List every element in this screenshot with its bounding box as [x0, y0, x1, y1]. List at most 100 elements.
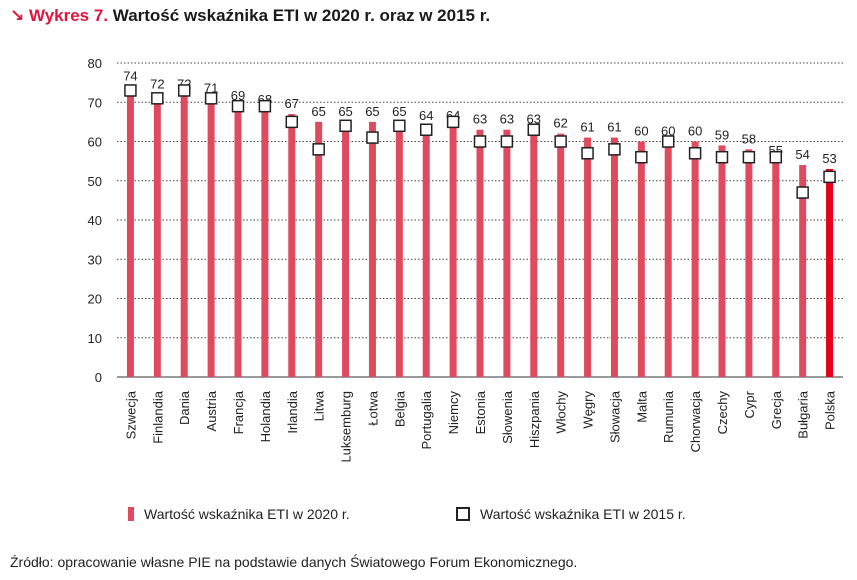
source-note: Źródło: opracowanie własne PIE na podsta… — [10, 554, 578, 570]
chart-title: Wartość wskaźnika ETI w 2020 r. oraz w 2… — [112, 6, 491, 25]
x-tick-label: Austria — [204, 390, 219, 431]
y-tick-label: 80 — [88, 56, 102, 71]
data-label: 71 — [204, 80, 218, 95]
marker-2015 — [823, 170, 836, 184]
data-label: 74 — [123, 69, 137, 84]
marker-2015 — [339, 119, 352, 133]
y-tick-label: 0 — [95, 370, 102, 385]
x-tick-label: Chorwacja — [688, 390, 703, 452]
x-tick-label: Bułgaria — [796, 390, 811, 438]
marker-2015 — [366, 131, 379, 144]
marker-2015 — [527, 123, 541, 136]
x-tick-label: Słowacja — [607, 390, 622, 443]
bar-2020 — [476, 129, 484, 377]
marker-2015 — [177, 84, 191, 97]
bar-chart: 0102030405060708074Szwecja72Finlandia72D… — [88, 56, 843, 463]
y-tick-label: 10 — [88, 331, 102, 346]
marker-2015 — [285, 115, 299, 129]
marker-2015 — [419, 123, 433, 136]
x-tick-label: Francja — [231, 390, 246, 434]
x-tick-label: Hiszpania — [527, 390, 542, 448]
bar-2020 — [153, 94, 161, 378]
bar-2020 — [557, 133, 565, 377]
data-label: 60 — [634, 124, 648, 139]
marker-2015 — [204, 92, 218, 105]
marker-2015 — [446, 115, 460, 129]
marker-2015 — [312, 143, 325, 156]
data-label: 59 — [715, 127, 729, 142]
x-tick-label: Szwecja — [123, 390, 138, 439]
legend-bar-swatch — [128, 507, 134, 521]
legend-label-2015: Wartość wskaźnika ETI w 2015 r. — [480, 506, 686, 522]
data-label: 63 — [500, 112, 514, 127]
marker-2015 — [608, 143, 621, 156]
y-tick-label: 70 — [88, 95, 102, 110]
bar-2020 — [503, 129, 511, 377]
figure-label: ↘ Wykres 7. — [10, 6, 109, 25]
x-tick-label: Finlandia — [150, 390, 165, 444]
marker-2015 — [715, 150, 729, 164]
bar-2020 — [664, 141, 672, 377]
marker-2015 — [581, 147, 594, 160]
bar-2020 — [126, 86, 134, 378]
x-tick-label: Słowenia — [500, 390, 515, 444]
bar-2020 — [718, 145, 726, 377]
x-tick-label: Litwa — [312, 390, 327, 421]
marker-2015 — [661, 135, 675, 148]
x-tick-label: Portugalia — [419, 390, 434, 449]
marker-2015 — [688, 147, 702, 160]
legend-label-2020: Wartość wskaźnika ETI w 2020 r. — [144, 506, 350, 522]
bar-2020 — [395, 121, 403, 377]
bar-2020 — [799, 165, 807, 377]
data-label: 65 — [365, 104, 379, 119]
x-tick-label: Belgia — [392, 390, 407, 427]
marker-2015 — [796, 186, 809, 199]
marker-2015 — [124, 84, 137, 97]
x-tick-label: Luksemburg — [339, 391, 354, 463]
data-label: 65 — [338, 104, 352, 119]
x-tick-label: Rumunia — [661, 390, 676, 443]
data-label: 60 — [661, 124, 675, 139]
data-label: 63 — [473, 112, 487, 127]
bar-2020 — [342, 121, 350, 377]
x-tick-label: Estonia — [473, 390, 488, 434]
bar-2020 — [826, 168, 834, 377]
data-label: 58 — [742, 131, 756, 146]
bar-2020 — [288, 114, 296, 378]
marker-2015 — [742, 150, 756, 164]
legend-item-2015: Wartość wskaźnika ETI w 2015 r. — [456, 506, 686, 522]
marker-2015 — [635, 150, 648, 164]
bar-2020 — [234, 106, 242, 378]
x-tick-label: Węgry — [581, 391, 596, 429]
marker-2015 — [151, 92, 164, 105]
bar-2020 — [261, 110, 269, 377]
x-tick-label: Niemcy — [446, 391, 461, 435]
x-tick-label: Łotwa — [365, 390, 380, 425]
data-label: 60 — [688, 124, 702, 139]
data-label: 67 — [285, 96, 299, 111]
bar-2020 — [772, 161, 780, 377]
chart-title-block: ↘ Wykres 7. Wartość wskaźnika ETI w 2020… — [10, 6, 490, 26]
x-tick-label: Czechy — [715, 391, 730, 435]
x-tick-label: Włochy — [554, 391, 569, 434]
marker-2015 — [554, 135, 567, 148]
bar-2020 — [610, 137, 618, 377]
data-label: 63 — [527, 112, 541, 127]
y-tick-label: 30 — [88, 252, 102, 267]
bar-2020 — [637, 141, 645, 377]
y-tick-label: 40 — [88, 213, 102, 228]
bar-2020 — [422, 125, 430, 377]
data-label: 62 — [553, 116, 567, 131]
data-label: 53 — [822, 151, 836, 166]
x-tick-label: Irlandia — [285, 390, 300, 433]
y-tick-label: 50 — [88, 174, 102, 189]
data-label: 54 — [795, 147, 809, 162]
x-tick-label: Polska — [823, 390, 838, 430]
legend-square-swatch — [456, 507, 470, 521]
x-tick-label: Holandia — [258, 390, 273, 442]
data-label: 65 — [392, 104, 406, 119]
marker-2015 — [500, 135, 514, 148]
bar-2020 — [691, 141, 699, 377]
x-tick-label: Dania — [177, 390, 192, 425]
data-label: 64 — [419, 108, 433, 123]
